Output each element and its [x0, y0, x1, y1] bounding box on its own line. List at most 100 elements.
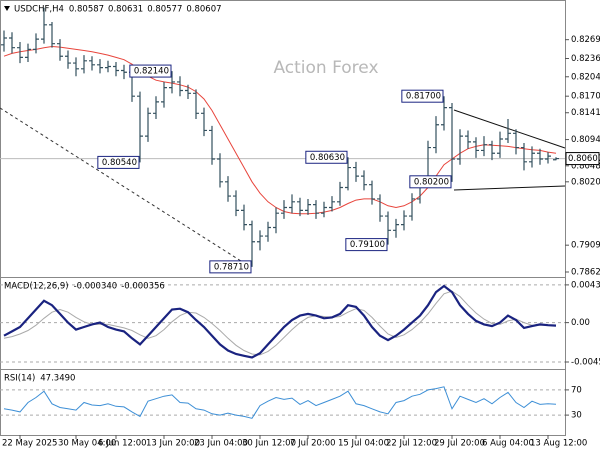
ohlc-bar [17, 41, 23, 64]
line-series [3, 45, 557, 215]
ohlc-bar [521, 142, 527, 171]
ohlc-bar [377, 194, 383, 222]
y-tick-label: 0.80200 [571, 177, 600, 187]
ohlc-bar [409, 193, 415, 221]
ohlc-bar [257, 230, 263, 251]
ohlc-bar [153, 96, 159, 120]
annotation-label: 0.82140 [134, 67, 169, 77]
current-price-label: 0.80607 [568, 154, 600, 164]
ohlc-bar [529, 146, 535, 168]
y-tick-label: 70 [571, 385, 582, 395]
ohlc-bar [337, 181, 343, 206]
ohlc-bar [369, 180, 375, 205]
ohlc-bar [145, 107, 151, 142]
ohlc-bar [513, 129, 519, 155]
ohlc-bar [233, 190, 239, 217]
x-tick-label: 6 Aug 04:00 [482, 439, 534, 449]
ohlc-bar [385, 211, 391, 245]
ohlc-bar [345, 157, 351, 191]
ohlc-bar [273, 207, 279, 234]
ohlc-bar [121, 64, 127, 80]
y-tick-label: -0.004511 [571, 357, 600, 367]
ohlc-bar [393, 218, 399, 238]
header-value: 0.80577 [147, 5, 182, 15]
ohlc-bar [313, 200, 319, 219]
ohlc-bar [329, 196, 335, 212]
annotation-label: 0.80630 [310, 153, 345, 163]
annotation-box [129, 64, 172, 78]
panel-title: MACD(12,26,9) [4, 282, 69, 292]
annotation-label: 0.78710 [214, 262, 249, 272]
ohlc-bar [281, 200, 287, 219]
menu-arrow [4, 6, 10, 11]
x-tick-label: 23 Jun 04:00 [194, 439, 248, 449]
trend-line [0, 107, 253, 269]
line-series [3, 386, 557, 419]
ohlc-bar [289, 194, 295, 214]
ohlc-bar [113, 61, 119, 77]
ohlc-bar [161, 81, 167, 108]
annotation-box [97, 155, 140, 169]
ohlc-bar [1, 30, 7, 52]
panel-title: USDCHF,H4 [14, 5, 64, 15]
ohlc-bar [33, 33, 39, 54]
ohlc-bar [265, 221, 271, 242]
y-tick-label: 0.00 [571, 318, 590, 328]
current-price: 0.80607 [565, 152, 600, 166]
ohlc-bar [433, 116, 439, 154]
annotation-box [401, 89, 444, 103]
ohlc-bar [457, 129, 463, 165]
ohlc-bar [505, 119, 511, 143]
ohlc-bar [209, 125, 215, 165]
ohlc-bar [473, 137, 479, 158]
ohlc-bar [225, 176, 231, 202]
ohlc-bar [481, 136, 487, 157]
annotation-box [305, 150, 348, 164]
x-tick-label: 22 May 2025 [2, 439, 57, 449]
ohlc-bar [353, 161, 359, 182]
header-value: 0.80631 [108, 5, 143, 15]
header-value: 0.80607 [186, 5, 221, 15]
x-tick-label: 6 Jun 12:00 [98, 439, 147, 449]
line-series [3, 284, 557, 359]
ohlc-bar [241, 204, 247, 231]
ohlc-bar [193, 89, 199, 120]
annotation-box [209, 260, 252, 274]
x-tick-label: 30 May 04:00 [58, 439, 116, 449]
ohlc-bar [537, 148, 543, 165]
plot-frame [0, 0, 566, 436]
x-tick-label: 22 Jul 12:00 [386, 439, 437, 449]
y-tick-label: 30 [571, 411, 582, 421]
ohlc-bar [73, 57, 79, 77]
ohlc-bar [25, 43, 31, 62]
ohlc-bar [65, 50, 71, 69]
ohlc-bar [361, 170, 367, 191]
ohlc-bar [185, 84, 191, 100]
price-annotation: 0.81700 [401, 89, 444, 103]
y-tick-label: 0.81700 [571, 92, 600, 102]
annotation-box [409, 175, 452, 189]
ohlc-bar [449, 103, 455, 182]
ohlc-bar [441, 96, 447, 131]
ohlc-bar [9, 32, 15, 54]
trend-line [453, 109, 566, 149]
ohlc-bar [41, 7, 47, 44]
header-value: -0.000356 [121, 282, 165, 292]
price-annotation: 0.80630 [305, 150, 348, 164]
x-tick-label: 7 Jul 20:00 [290, 439, 336, 449]
ohlc-bar [177, 76, 183, 97]
ohlc-bar [81, 55, 87, 74]
annotation-label: 0.80200 [414, 177, 449, 187]
price-annotation: 0.80200 [409, 175, 452, 189]
header-value: 47.3490 [40, 374, 75, 384]
panel-title: RSI(14) [4, 374, 35, 384]
price-annotation: 0.78710 [209, 260, 252, 274]
